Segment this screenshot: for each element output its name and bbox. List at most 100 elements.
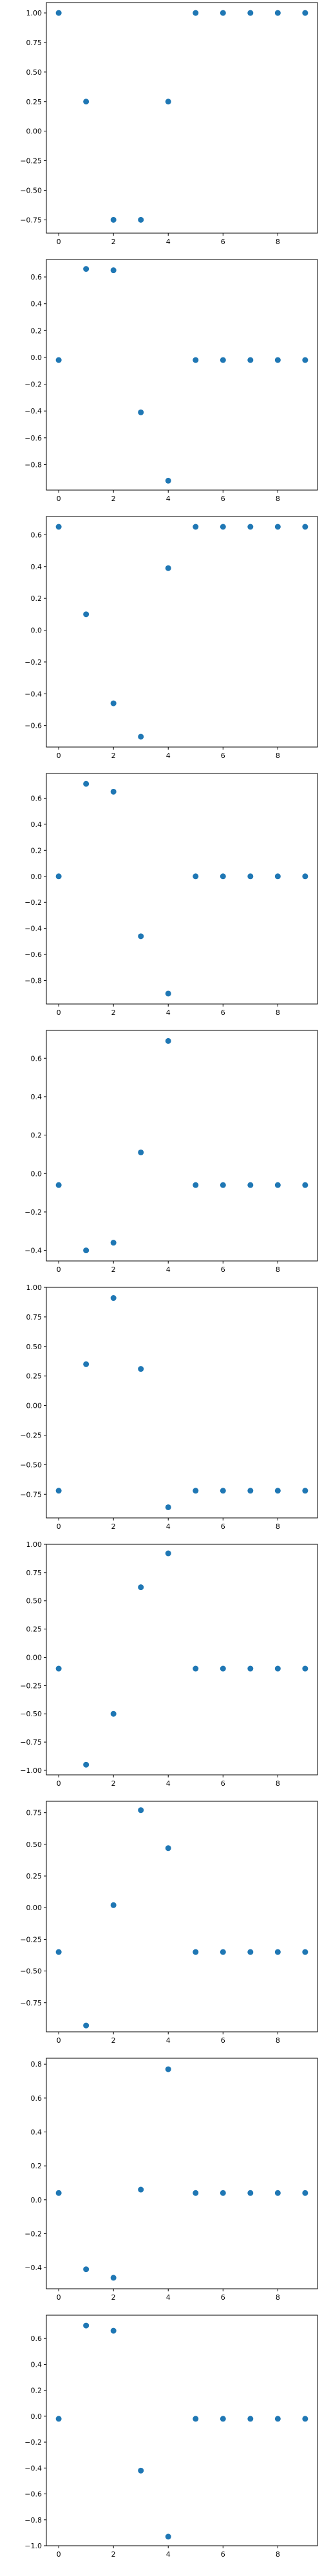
x-tick-label: 6 — [221, 1009, 225, 1017]
subplot-5: 0 2 4 6 8 −0.4 −0.2 0.0 0.2 0.4 0.6 — [24, 1030, 318, 1274]
data-point — [274, 10, 281, 16]
y-tick-label: −0.2 — [24, 2438, 42, 2447]
y-tick-label: 0.0 — [31, 1170, 43, 1178]
data-point — [165, 1550, 171, 1557]
y-tick-label: −0.6 — [24, 2490, 42, 2499]
data-point — [110, 2327, 117, 2334]
data-point — [302, 357, 308, 363]
x-tick-label: 8 — [276, 752, 280, 760]
x-tick-label: 4 — [166, 1522, 171, 1531]
x-tick-label: 4 — [166, 2036, 171, 2045]
data-point — [55, 1182, 62, 1188]
y-tick-label: 1.00 — [26, 1283, 43, 1292]
y-tick-label: 0.25 — [26, 1872, 43, 1880]
data-point — [165, 1504, 171, 1510]
data-point — [274, 2190, 281, 2196]
data-point — [247, 1488, 254, 1494]
y-tick-label: −1.00 — [20, 1766, 42, 1775]
data-point — [220, 1665, 226, 1672]
data-point — [110, 267, 117, 274]
y-tick-label: −0.8 — [24, 977, 42, 985]
data-point — [220, 524, 226, 530]
data-point — [247, 1949, 254, 1955]
data-point — [110, 1902, 117, 1908]
data-point — [55, 1949, 62, 1955]
y-tick-label: −0.75 — [20, 1490, 42, 1499]
y-tick-label: 0.25 — [26, 1625, 43, 1634]
data-point — [83, 99, 90, 105]
data-point — [274, 524, 281, 530]
data-point — [302, 2416, 308, 2422]
data-point — [302, 1488, 308, 1494]
data-point — [247, 873, 254, 880]
y-tick-label: −0.8 — [24, 2516, 42, 2524]
data-point — [220, 2416, 226, 2422]
x-tick-label: 2 — [111, 1009, 116, 1017]
data-point — [55, 873, 62, 880]
plot-frame — [46, 2315, 318, 2546]
y-tick-label: 0.0 — [31, 354, 43, 362]
y-tick-label: −0.50 — [20, 1967, 42, 1976]
data-point — [247, 2416, 254, 2422]
data-point — [302, 524, 308, 530]
x-tick-label: 8 — [276, 2293, 280, 2302]
subplot-6: 0 2 4 6 8 −0.75 −0.50 −0.25 0.00 0.25 0.50 0.75 1.00 — [20, 1283, 318, 1531]
x-tick-label: 0 — [57, 495, 61, 503]
data-point — [110, 1710, 117, 1717]
data-point — [138, 734, 144, 740]
y-tick-label: −0.4 — [24, 2464, 42, 2472]
x-tick-label: 4 — [166, 1009, 171, 1017]
data-point — [110, 1240, 117, 1246]
data-point — [274, 2416, 281, 2422]
y-tick-label: 0.6 — [31, 794, 43, 802]
data-point — [165, 1037, 171, 1044]
y-tick-label: −0.25 — [20, 157, 42, 166]
y-tick-label: 0.6 — [31, 2334, 43, 2343]
data-point — [138, 1366, 144, 1372]
x-tick-label: 8 — [276, 2550, 280, 2559]
subplot-9: 0 2 4 6 8 −0.4 −0.2 0.0 0.2 0.4 0.6 0.8 — [24, 2058, 318, 2302]
y-tick-label: −0.8 — [24, 460, 42, 469]
data-point — [274, 1665, 281, 1672]
data-point — [83, 1247, 90, 1254]
x-tick-label: 2 — [111, 495, 116, 503]
data-point — [110, 2275, 117, 2281]
subplot-10: 0 2 4 6 8 −1.0 −0.8 −0.6 −0.4 −0.2 0.0 0.2 0.4 0.6 — [24, 2315, 318, 2559]
y-tick-label: 0.25 — [26, 98, 43, 106]
data-point — [55, 2190, 62, 2196]
data-point — [83, 2322, 90, 2329]
x-tick-label: 6 — [221, 2036, 225, 2045]
data-point — [138, 1149, 144, 1155]
data-point — [302, 10, 308, 16]
y-tick-label: 0.8 — [31, 2060, 43, 2069]
data-point — [165, 1845, 171, 1852]
y-tick-label: 0.0 — [31, 2196, 43, 2204]
x-tick-label: 8 — [276, 1009, 280, 1017]
data-point — [165, 99, 171, 105]
y-tick-label: −0.25 — [20, 1681, 42, 1690]
x-tick-label: 2 — [111, 1522, 116, 1531]
data-point — [165, 2533, 171, 2540]
data-point — [83, 781, 90, 787]
subplot-1: 0 2 4 6 8 −0.75 −0.50 −0.25 0.00 0.25 0.50 0.75 1.00 — [20, 2, 318, 246]
y-tick-label: 0.6 — [31, 2094, 43, 2103]
y-tick-label: −0.2 — [24, 898, 42, 907]
data-point — [220, 10, 226, 16]
data-point — [193, 1665, 199, 1672]
y-tick-label: 0.25 — [26, 1372, 43, 1381]
plot-frame — [46, 1287, 318, 1519]
x-tick-label: 4 — [166, 2550, 171, 2559]
data-point — [193, 1182, 199, 1188]
plot-frame — [46, 1544, 318, 1776]
data-point — [193, 357, 199, 363]
x-tick-label: 4 — [166, 1265, 171, 1274]
y-tick-label: 0.2 — [31, 846, 43, 855]
x-tick-label: 2 — [111, 2293, 116, 2302]
y-tick-label: 0.2 — [31, 2387, 43, 2395]
x-tick-label: 4 — [166, 1779, 171, 1788]
data-point — [110, 1295, 117, 1302]
data-point — [138, 216, 144, 223]
y-tick-label: −0.50 — [20, 1710, 42, 1718]
data-point — [274, 1488, 281, 1494]
y-tick-label: −0.2 — [24, 1208, 42, 1217]
